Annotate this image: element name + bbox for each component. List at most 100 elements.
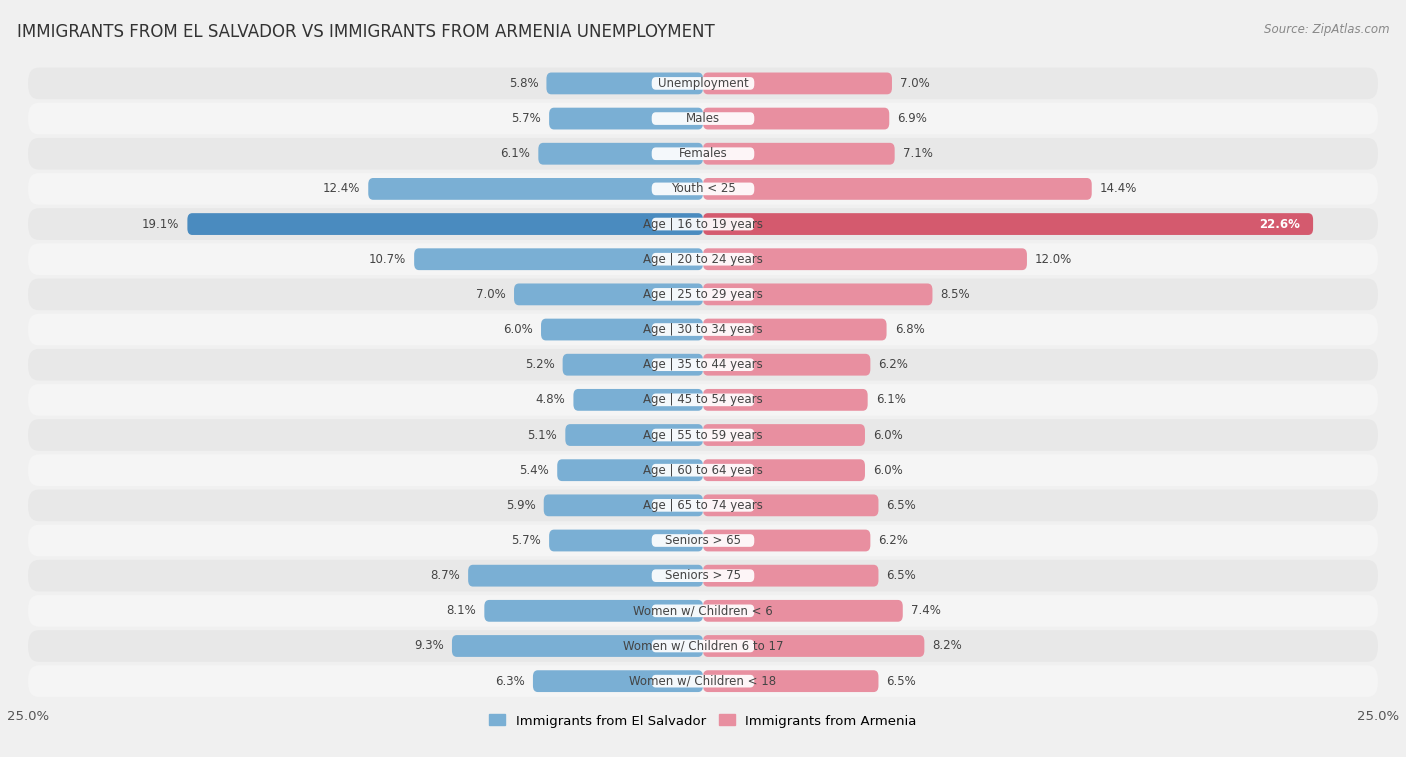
Text: Seniors > 75: Seniors > 75 bbox=[665, 569, 741, 582]
FancyBboxPatch shape bbox=[652, 428, 754, 441]
Text: 6.2%: 6.2% bbox=[879, 534, 908, 547]
FancyBboxPatch shape bbox=[703, 283, 932, 305]
Text: Age | 30 to 34 years: Age | 30 to 34 years bbox=[643, 323, 763, 336]
Text: 8.5%: 8.5% bbox=[941, 288, 970, 301]
FancyBboxPatch shape bbox=[652, 640, 754, 653]
FancyBboxPatch shape bbox=[28, 665, 1378, 697]
Text: 5.1%: 5.1% bbox=[527, 428, 557, 441]
FancyBboxPatch shape bbox=[652, 534, 754, 547]
FancyBboxPatch shape bbox=[28, 103, 1378, 135]
FancyBboxPatch shape bbox=[515, 283, 703, 305]
FancyBboxPatch shape bbox=[544, 494, 703, 516]
FancyBboxPatch shape bbox=[28, 313, 1378, 345]
FancyBboxPatch shape bbox=[652, 569, 754, 582]
FancyBboxPatch shape bbox=[557, 459, 703, 481]
Text: Age | 65 to 74 years: Age | 65 to 74 years bbox=[643, 499, 763, 512]
FancyBboxPatch shape bbox=[652, 605, 754, 617]
Text: 8.1%: 8.1% bbox=[447, 604, 477, 617]
FancyBboxPatch shape bbox=[703, 248, 1026, 270]
FancyBboxPatch shape bbox=[28, 138, 1378, 170]
Text: Age | 20 to 24 years: Age | 20 to 24 years bbox=[643, 253, 763, 266]
Text: 12.0%: 12.0% bbox=[1035, 253, 1073, 266]
Text: 10.7%: 10.7% bbox=[368, 253, 406, 266]
FancyBboxPatch shape bbox=[28, 595, 1378, 627]
Text: Age | 35 to 44 years: Age | 35 to 44 years bbox=[643, 358, 763, 371]
Text: Females: Females bbox=[679, 148, 727, 160]
Text: 6.1%: 6.1% bbox=[501, 148, 530, 160]
FancyBboxPatch shape bbox=[28, 454, 1378, 486]
FancyBboxPatch shape bbox=[703, 143, 894, 164]
FancyBboxPatch shape bbox=[565, 424, 703, 446]
FancyBboxPatch shape bbox=[547, 73, 703, 95]
Text: Women w/ Children < 6: Women w/ Children < 6 bbox=[633, 604, 773, 617]
Text: 5.2%: 5.2% bbox=[524, 358, 554, 371]
FancyBboxPatch shape bbox=[703, 107, 889, 129]
Text: 6.0%: 6.0% bbox=[873, 464, 903, 477]
FancyBboxPatch shape bbox=[652, 253, 754, 266]
Text: Women w/ Children < 18: Women w/ Children < 18 bbox=[630, 674, 776, 687]
FancyBboxPatch shape bbox=[703, 459, 865, 481]
Text: 6.1%: 6.1% bbox=[876, 394, 905, 407]
Text: 5.7%: 5.7% bbox=[512, 112, 541, 125]
FancyBboxPatch shape bbox=[28, 349, 1378, 381]
FancyBboxPatch shape bbox=[538, 143, 703, 164]
FancyBboxPatch shape bbox=[28, 560, 1378, 591]
Text: Age | 45 to 54 years: Age | 45 to 54 years bbox=[643, 394, 763, 407]
FancyBboxPatch shape bbox=[652, 77, 754, 90]
Text: Youth < 25: Youth < 25 bbox=[671, 182, 735, 195]
Text: 7.0%: 7.0% bbox=[900, 77, 929, 90]
FancyBboxPatch shape bbox=[562, 354, 703, 375]
FancyBboxPatch shape bbox=[28, 384, 1378, 416]
FancyBboxPatch shape bbox=[703, 670, 879, 692]
FancyBboxPatch shape bbox=[451, 635, 703, 657]
Text: 6.2%: 6.2% bbox=[879, 358, 908, 371]
FancyBboxPatch shape bbox=[652, 218, 754, 230]
FancyBboxPatch shape bbox=[703, 389, 868, 411]
Text: 6.5%: 6.5% bbox=[887, 569, 917, 582]
Text: 7.4%: 7.4% bbox=[911, 604, 941, 617]
Text: IMMIGRANTS FROM EL SALVADOR VS IMMIGRANTS FROM ARMENIA UNEMPLOYMENT: IMMIGRANTS FROM EL SALVADOR VS IMMIGRANT… bbox=[17, 23, 714, 41]
FancyBboxPatch shape bbox=[703, 354, 870, 375]
Text: 5.4%: 5.4% bbox=[519, 464, 550, 477]
Text: Source: ZipAtlas.com: Source: ZipAtlas.com bbox=[1264, 23, 1389, 36]
FancyBboxPatch shape bbox=[574, 389, 703, 411]
Text: 5.7%: 5.7% bbox=[512, 534, 541, 547]
Text: 5.9%: 5.9% bbox=[506, 499, 536, 512]
FancyBboxPatch shape bbox=[652, 182, 754, 195]
FancyBboxPatch shape bbox=[484, 600, 703, 621]
Text: 8.2%: 8.2% bbox=[932, 640, 962, 653]
FancyBboxPatch shape bbox=[652, 148, 754, 160]
Text: 4.8%: 4.8% bbox=[536, 394, 565, 407]
Text: 6.0%: 6.0% bbox=[873, 428, 903, 441]
Text: 9.3%: 9.3% bbox=[415, 640, 444, 653]
Text: 7.0%: 7.0% bbox=[477, 288, 506, 301]
FancyBboxPatch shape bbox=[652, 323, 754, 336]
Text: 5.8%: 5.8% bbox=[509, 77, 538, 90]
Text: 6.0%: 6.0% bbox=[503, 323, 533, 336]
FancyBboxPatch shape bbox=[368, 178, 703, 200]
Text: 12.4%: 12.4% bbox=[323, 182, 360, 195]
FancyBboxPatch shape bbox=[703, 530, 870, 551]
FancyBboxPatch shape bbox=[652, 674, 754, 687]
Text: Age | 16 to 19 years: Age | 16 to 19 years bbox=[643, 217, 763, 231]
Text: 22.6%: 22.6% bbox=[1258, 217, 1299, 231]
FancyBboxPatch shape bbox=[703, 494, 879, 516]
FancyBboxPatch shape bbox=[703, 178, 1091, 200]
Text: Women w/ Children 6 to 17: Women w/ Children 6 to 17 bbox=[623, 640, 783, 653]
Text: 19.1%: 19.1% bbox=[142, 217, 180, 231]
Text: 6.5%: 6.5% bbox=[887, 499, 917, 512]
FancyBboxPatch shape bbox=[703, 600, 903, 621]
Legend: Immigrants from El Salvador, Immigrants from Armenia: Immigrants from El Salvador, Immigrants … bbox=[484, 709, 922, 733]
Text: Males: Males bbox=[686, 112, 720, 125]
Text: Age | 55 to 59 years: Age | 55 to 59 years bbox=[643, 428, 763, 441]
FancyBboxPatch shape bbox=[28, 244, 1378, 275]
FancyBboxPatch shape bbox=[28, 279, 1378, 310]
FancyBboxPatch shape bbox=[703, 424, 865, 446]
FancyBboxPatch shape bbox=[652, 112, 754, 125]
FancyBboxPatch shape bbox=[550, 107, 703, 129]
FancyBboxPatch shape bbox=[652, 288, 754, 301]
Text: 14.4%: 14.4% bbox=[1099, 182, 1137, 195]
FancyBboxPatch shape bbox=[28, 173, 1378, 204]
FancyBboxPatch shape bbox=[28, 67, 1378, 99]
FancyBboxPatch shape bbox=[703, 635, 924, 657]
